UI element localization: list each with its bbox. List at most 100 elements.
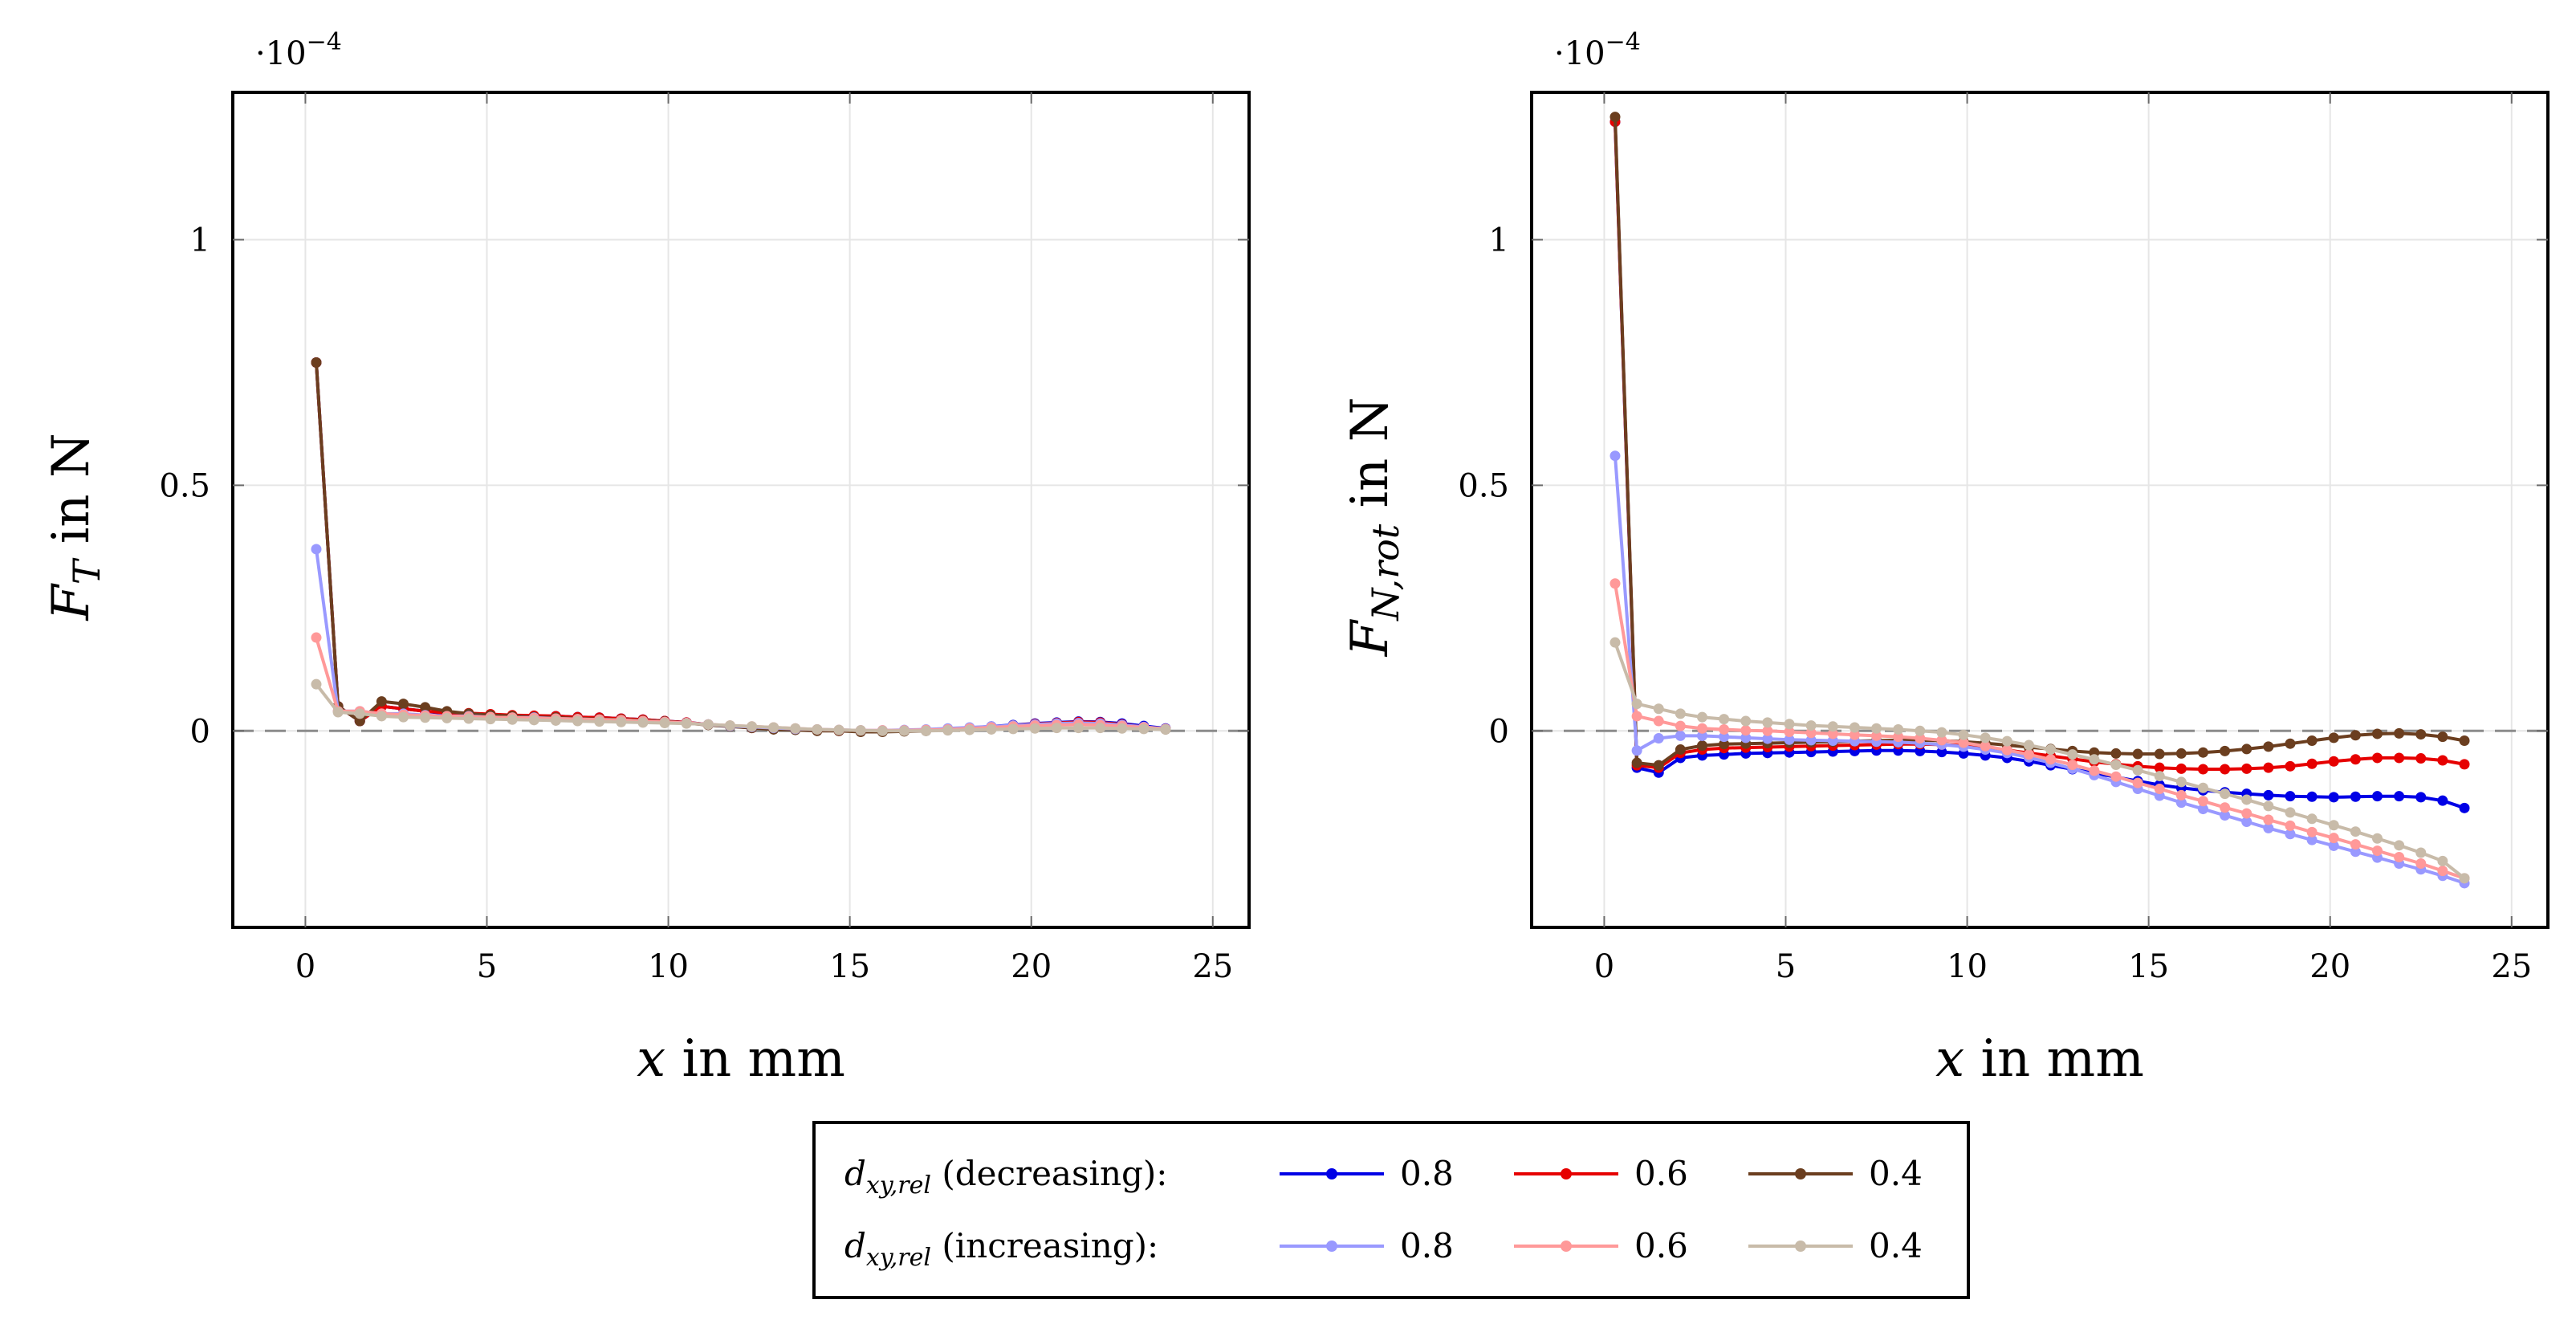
- x-tick-label: 25: [2491, 948, 2532, 985]
- data-point: [790, 723, 801, 734]
- data-point: [2371, 833, 2383, 844]
- data-point: [2415, 847, 2427, 858]
- legend-row-increasing: dxy,rel (increasing): 0.8 0.6 0.4: [844, 1226, 1923, 1272]
- data-point: [1893, 723, 1904, 735]
- data-point: [463, 713, 474, 724]
- data-point: [2394, 852, 2405, 863]
- data-point: [2371, 728, 2383, 739]
- data-point: [2437, 731, 2448, 743]
- data-point: [332, 707, 344, 718]
- data-point: [2350, 754, 2361, 765]
- data-point: [768, 722, 779, 733]
- data-point: [2285, 820, 2296, 831]
- data-point: [2132, 777, 2143, 788]
- data-point: [354, 715, 365, 727]
- data-point: [833, 724, 844, 735]
- x-tick-label: 10: [648, 948, 689, 985]
- data-point: [2045, 744, 2057, 756]
- data-point: [1675, 708, 1686, 719]
- legend-entry: 0.8: [1280, 1154, 1454, 1193]
- data-point: [2045, 754, 2057, 765]
- data-point: [2241, 808, 2252, 819]
- data-point: [1980, 740, 1991, 752]
- data-point: [637, 717, 649, 728]
- data-point: [2415, 753, 2427, 764]
- series-line: [315, 362, 1166, 733]
- data-point: [420, 712, 431, 723]
- legend-row-decreasing: dxy,rel (decreasing): 0.8 0.6 0.4: [844, 1154, 1923, 1200]
- x-tick-label: 0: [1594, 948, 1614, 985]
- series-line: [315, 362, 1166, 733]
- series-inc-06: [1609, 578, 2470, 884]
- data-point: [2175, 748, 2187, 759]
- y-tick-label: 0.5: [159, 467, 210, 504]
- data-point: [2241, 816, 2252, 827]
- data-point: [942, 725, 954, 736]
- data-point: [2285, 807, 2296, 818]
- data-point: [2328, 820, 2339, 831]
- data-point: [1007, 723, 1019, 735]
- data-point: [1029, 723, 1040, 734]
- data-point: [2197, 804, 2208, 815]
- data-point: [398, 699, 409, 710]
- data-point: [1609, 578, 1621, 589]
- data-point: [550, 715, 561, 726]
- x-tick-label: 5: [477, 948, 497, 985]
- data-point: [1697, 711, 1708, 723]
- series-dec-08: [311, 356, 1171, 736]
- data-point: [1631, 745, 1642, 756]
- data-point: [1871, 723, 1882, 734]
- data-point: [2285, 829, 2296, 840]
- data-point: [964, 724, 975, 735]
- series-inc-08: [311, 544, 1171, 736]
- data-point: [2459, 873, 2470, 884]
- data-point: [1160, 723, 1171, 735]
- data-point: [2154, 771, 2165, 782]
- data-point: [2350, 791, 2361, 802]
- data-point: [2285, 738, 2296, 749]
- data-point: [1958, 737, 1969, 748]
- data-point: [2067, 760, 2078, 771]
- data-point: [1871, 730, 1882, 741]
- legend-swatch-marker: [1326, 1241, 1337, 1252]
- x-tick-label: 25: [1192, 948, 1233, 985]
- data-point: [898, 725, 910, 736]
- data-point: [1675, 730, 1686, 741]
- data-point: [594, 716, 605, 727]
- data-point: [2089, 765, 2100, 776]
- data-point: [2154, 762, 2165, 773]
- data-point: [2306, 735, 2318, 747]
- data-point: [2306, 758, 2318, 769]
- data-point: [2220, 788, 2231, 800]
- data-point: [1631, 757, 1642, 768]
- legend-swatch-marker: [1561, 1168, 1572, 1179]
- legend-entry: 0.8: [1280, 1226, 1454, 1265]
- data-point: [659, 718, 670, 729]
- data-point: [2001, 744, 2012, 756]
- series-line: [1614, 121, 2465, 771]
- data-point: [2241, 794, 2252, 805]
- data-point: [2285, 791, 2296, 802]
- data-point: [2328, 732, 2339, 744]
- data-point: [528, 715, 539, 726]
- data-point: [2263, 822, 2274, 833]
- y-axis-multiplier: ·10−4: [1554, 28, 1641, 72]
- data-point: [855, 725, 866, 736]
- data-point: [2110, 771, 2122, 782]
- data-point: [2328, 840, 2339, 851]
- x-axis-label: x in mm: [1935, 1029, 2144, 1089]
- plot-frame: [231, 91, 1251, 929]
- data-point: [2263, 741, 2274, 752]
- legend-entry: 0.4: [1748, 1226, 1923, 1265]
- data-point: [2175, 797, 2187, 809]
- series-line: [1614, 121, 2465, 810]
- x-tick-label: 15: [829, 948, 870, 985]
- data-point: [2220, 810, 2231, 821]
- data-point: [1631, 711, 1642, 722]
- data-point: [1719, 723, 1730, 735]
- data-point: [2437, 866, 2448, 877]
- data-point: [2154, 783, 2165, 794]
- y-tick-label: 1: [1489, 222, 1509, 259]
- series-line: [1614, 455, 2465, 885]
- data-point: [1051, 723, 1062, 734]
